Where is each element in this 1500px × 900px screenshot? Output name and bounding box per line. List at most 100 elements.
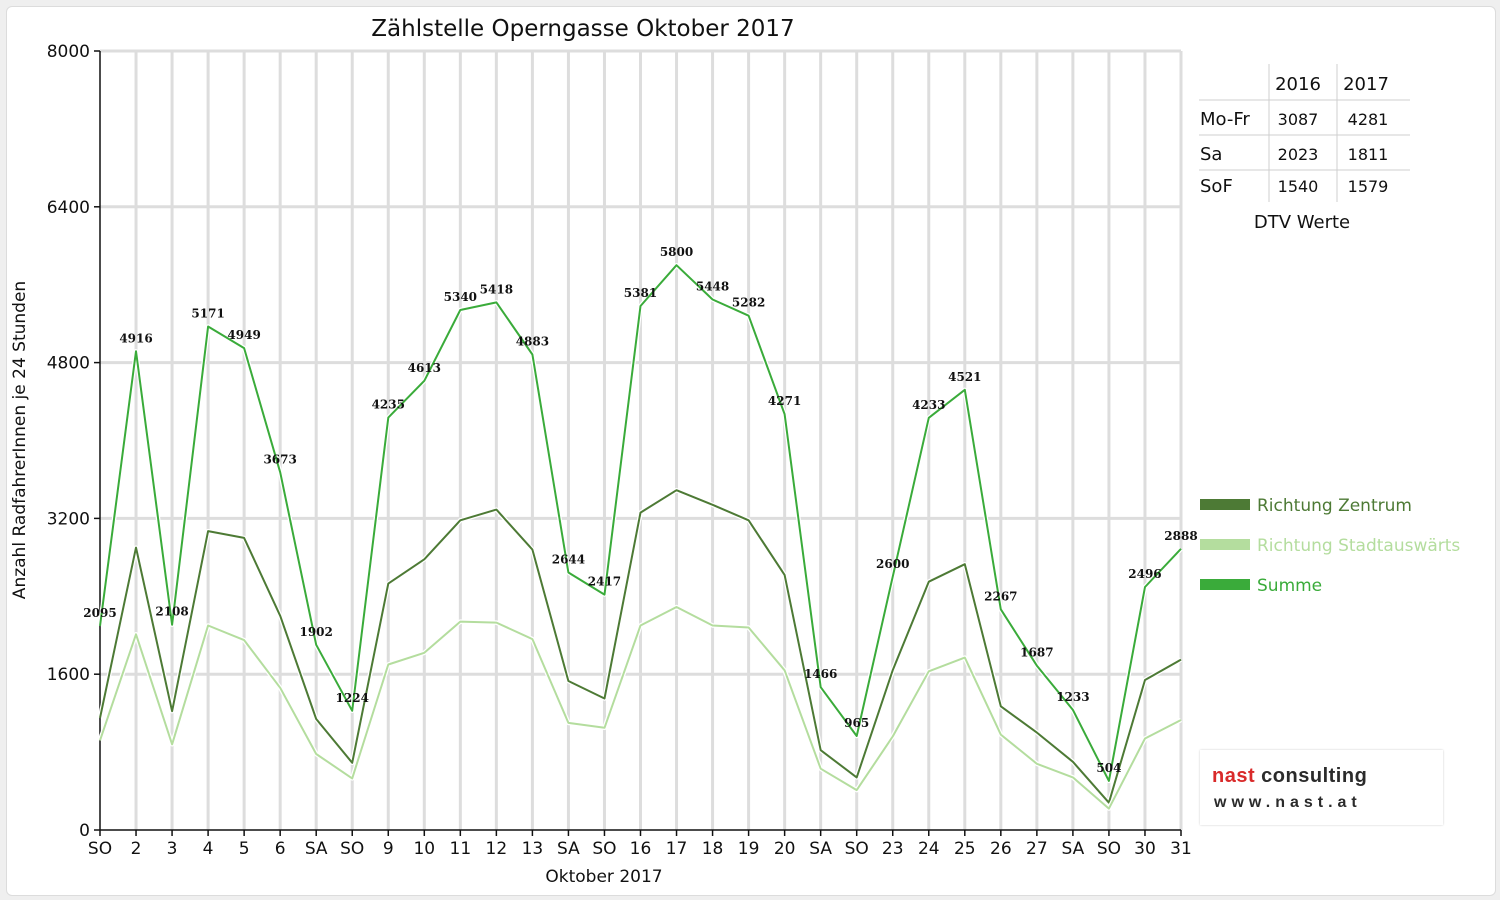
legend: Richtung Zentrum Richtung Stadtauswärts … (1200, 496, 1460, 596)
x-tick-label: 11 (450, 839, 472, 859)
table-cell: 3087 (1278, 110, 1319, 129)
x-tick-label: 5 (239, 839, 250, 859)
table-row-label: Sa (1200, 144, 1222, 165)
series-line-stadtauswaerts (99, 606, 1182, 810)
x-tick-label: 25 (954, 839, 976, 859)
data-label: 3673 (263, 452, 296, 466)
y-tick-label: 1600 (47, 665, 90, 685)
legend-label-stadtauswaerts: Richtung Stadtauswärts (1257, 536, 1460, 556)
x-tick-label: 20 (774, 839, 796, 859)
data-label: 2417 (588, 575, 621, 589)
x-tick-label: SO (845, 839, 869, 859)
data-label: 4271 (768, 394, 801, 408)
y-tick-label: 4800 (47, 354, 90, 374)
logo-url: www.nast.at (1214, 794, 1362, 811)
legend-swatch-zentrum (1200, 499, 1250, 510)
chart-title: Zählstelle Operngasse Oktober 2017 (371, 16, 794, 42)
x-tick-label: SO (340, 839, 364, 859)
x-tick-labels: SO 2 3 4 5 6 SA SO 9 10 11 12 13 SA SO 16 17 18 19 20 SA SO 23… (88, 839, 1192, 859)
data-label: 504 (1096, 761, 1121, 775)
x-tick-label: 9 (383, 839, 394, 859)
y-tick-labels: 0 1600 3200 4800 6400 8000 (47, 42, 90, 841)
series-lines (97, 262, 1183, 811)
data-label: 2644 (552, 553, 585, 567)
data-label: 5448 (696, 280, 729, 294)
x-tick-label: 18 (702, 839, 724, 859)
x-tick-label: SO (1097, 839, 1121, 859)
legend-swatch-summe (1200, 579, 1250, 590)
x-tick-label: SO (592, 839, 616, 859)
x-tick-label: 19 (738, 839, 760, 859)
data-label: 4233 (912, 398, 945, 412)
x-tick-label: 24 (918, 839, 940, 859)
y-tick-label: 8000 (47, 42, 90, 62)
x-tick-label: 6 (275, 839, 286, 859)
x-tick-label: 23 (882, 839, 904, 859)
company-logo: nast consulting www.nast.at (1200, 750, 1443, 825)
table-row-label: SoF (1200, 176, 1233, 197)
series-line-zentrum (99, 489, 1182, 804)
data-label: 5800 (660, 245, 693, 259)
table-cell: 2023 (1278, 145, 1319, 164)
data-label: 2600 (876, 557, 909, 571)
logo-word-nast: nast (1212, 765, 1256, 787)
logo-wordmark: nast consulting (1212, 765, 1367, 788)
chart-panel (6, 6, 1496, 896)
table-caption: DTV Werte (1254, 212, 1350, 233)
data-label: 1687 (1020, 646, 1053, 660)
y-tick-label: 3200 (47, 509, 90, 529)
series-line-summe (99, 264, 1182, 782)
x-tick-label: 17 (666, 839, 688, 859)
dtv-table: 2016 2017 Mo-Fr 3087 4281 Sa 2023 1811 S… (1199, 64, 1410, 233)
data-label: 5282 (732, 296, 765, 310)
table-header-2017: 2017 (1343, 74, 1389, 95)
data-label: 4613 (408, 361, 441, 375)
data-label: 2888 (1164, 529, 1197, 543)
x-tick-label: 10 (413, 839, 435, 859)
data-label: 5381 (624, 286, 657, 300)
x-tick-label: 4 (203, 839, 214, 859)
table-cell: 1540 (1278, 177, 1319, 196)
x-tick-label: 27 (1026, 839, 1048, 859)
legend-swatch-stadtauswaerts (1200, 539, 1250, 550)
x-tick-label: 2 (131, 839, 142, 859)
x-tick-label: 16 (630, 839, 652, 859)
x-tick-label: 30 (1134, 839, 1156, 859)
data-label: 5340 (444, 290, 477, 304)
x-tick-label: SA (305, 839, 328, 859)
y-axis-label: Anzahl RadfahrerInnen je 24 Stunden (10, 281, 30, 599)
data-label: 4916 (119, 331, 152, 345)
data-label: 5171 (191, 306, 224, 320)
x-tick-label: 13 (522, 839, 544, 859)
table-header-2016: 2016 (1275, 74, 1321, 95)
data-label: 2095 (83, 606, 116, 620)
data-label: 1902 (299, 625, 332, 639)
data-label: 2267 (984, 589, 1017, 603)
x-tick-label: 26 (990, 839, 1012, 859)
data-label: 1466 (804, 667, 837, 681)
data-label: 1233 (1056, 690, 1089, 704)
x-tick-label: SA (1062, 839, 1085, 859)
x-tick-label: 12 (486, 839, 508, 859)
axes (94, 50, 1182, 836)
data-label: 1224 (336, 691, 369, 705)
data-label: 4949 (227, 328, 260, 342)
legend-label-summe: Summe (1257, 576, 1322, 596)
legend-label-zentrum: Richtung Zentrum (1257, 496, 1412, 516)
data-label: 4883 (516, 335, 549, 349)
x-tick-label: 31 (1170, 839, 1192, 859)
data-label: 965 (844, 716, 869, 730)
data-label: 2496 (1128, 567, 1161, 581)
x-tick-label: SA (557, 839, 580, 859)
data-label: 2108 (155, 605, 188, 619)
table-cell: 4281 (1348, 110, 1389, 129)
table-cell: 1579 (1348, 177, 1389, 196)
x-tick-label: SO (88, 839, 112, 859)
data-label: 4521 (948, 370, 981, 384)
x-tick-label: 3 (167, 839, 178, 859)
y-tick-label: 0 (79, 821, 90, 841)
data-label: 5418 (480, 282, 513, 296)
table-cell: 1811 (1348, 145, 1389, 164)
